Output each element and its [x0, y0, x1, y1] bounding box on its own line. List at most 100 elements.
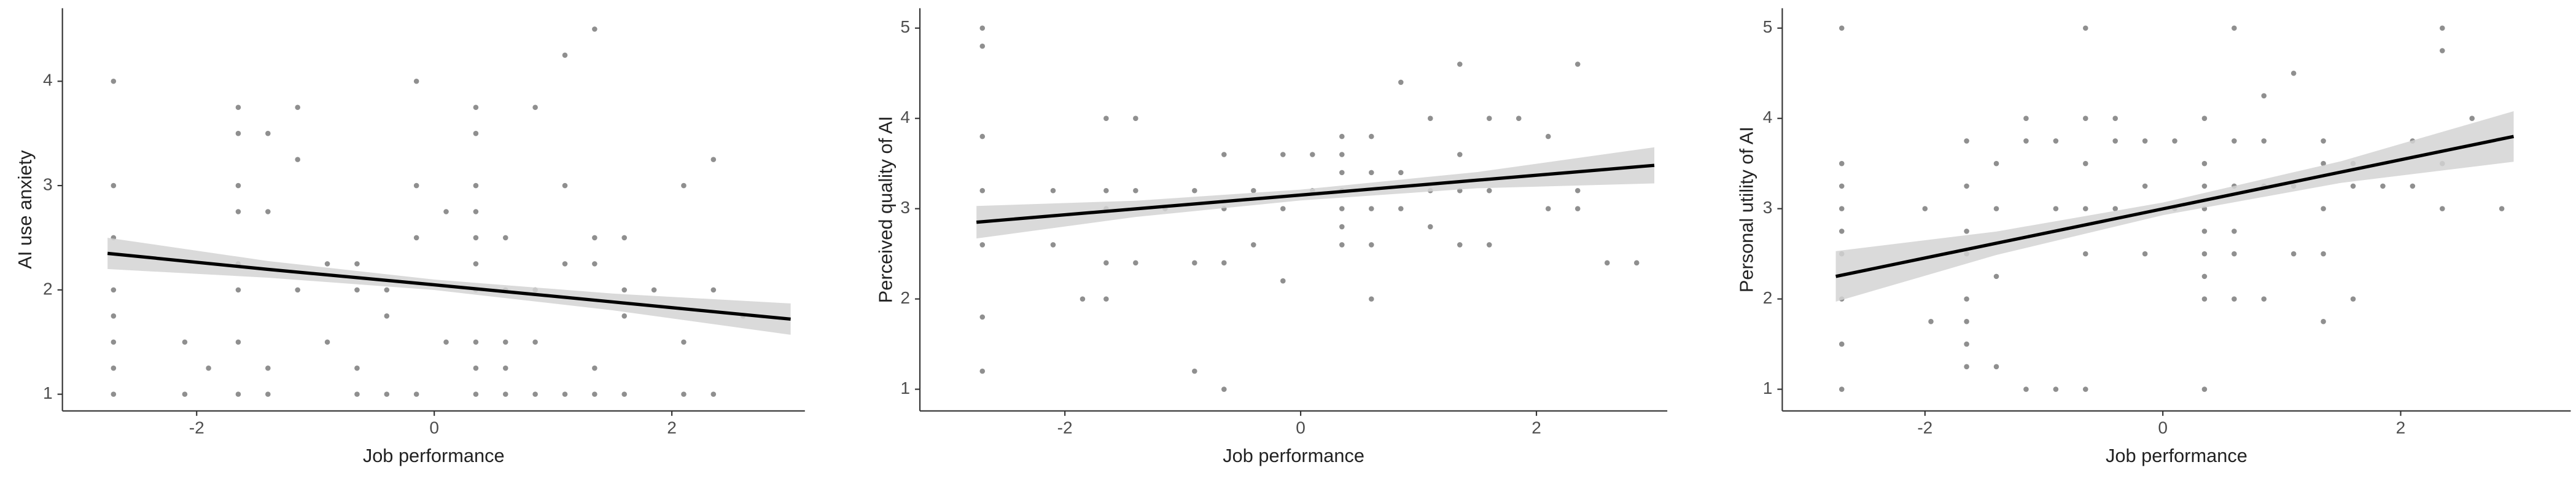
data-point: [1964, 319, 1969, 324]
data-point: [354, 287, 360, 293]
data-point: [413, 391, 419, 397]
data-point: [2142, 251, 2148, 257]
x-tick-label: 0: [429, 418, 439, 437]
data-point: [2439, 48, 2445, 53]
data-point: [502, 339, 508, 345]
data-point: [2023, 138, 2029, 144]
data-point: [235, 391, 241, 397]
regression-line: [107, 251, 791, 321]
data-point: [235, 130, 241, 136]
data-point: [2201, 273, 2208, 280]
data-point: [1221, 386, 1227, 392]
data-point: [1545, 133, 1551, 139]
data-point: [1339, 170, 1345, 176]
data-point: [592, 261, 597, 267]
data-point: [621, 313, 627, 319]
data-point: [2321, 251, 2326, 257]
data-point: [710, 287, 717, 293]
data-point: [182, 391, 188, 397]
data-point: [1221, 260, 1227, 266]
data-point: [621, 287, 627, 293]
x-axis-title: Job performance: [363, 445, 505, 466]
data-point: [1369, 242, 1374, 248]
y-tick-label: 4: [1763, 108, 1773, 127]
data-point: [2232, 251, 2237, 257]
data-point: [295, 104, 300, 111]
data-point: [562, 52, 568, 58]
data-point: [979, 43, 986, 49]
x-tick-label: -2: [1057, 418, 1073, 437]
data-point: [1428, 116, 1433, 121]
data-point: [1964, 364, 1969, 370]
data-point: [1192, 368, 1197, 374]
y-tick-label: 4: [43, 71, 53, 90]
data-point: [111, 391, 117, 397]
data-point: [1339, 206, 1345, 211]
data-point: [2172, 138, 2177, 144]
y-tick-label: 1: [1763, 378, 1773, 398]
data-point: [979, 314, 986, 320]
data-point: [1486, 187, 1492, 194]
data-point: [2201, 183, 2208, 189]
data-point: [562, 182, 568, 189]
data-point: [1192, 187, 1197, 194]
data-point: [1545, 206, 1551, 211]
data-point: [206, 365, 211, 371]
data-point: [1103, 260, 1109, 266]
data-point: [1369, 296, 1374, 302]
data-point: [111, 339, 117, 345]
data-point: [1339, 152, 1345, 157]
data-point: [1839, 25, 1845, 31]
y-tick-label: 1: [900, 378, 910, 398]
data-point: [2112, 206, 2118, 211]
data-point: [502, 365, 508, 371]
data-point: [1839, 206, 1845, 211]
data-point: [592, 391, 597, 397]
data-point: [2232, 138, 2237, 144]
data-point: [1604, 260, 1610, 266]
data-point: [265, 365, 271, 371]
data-point: [1398, 170, 1404, 176]
regression-line: [976, 163, 1655, 224]
y-tick-label: 3: [900, 198, 910, 217]
data-point: [2499, 206, 2505, 211]
y-tick-label: 1: [43, 383, 53, 402]
data-point: [1428, 224, 1433, 230]
data-point: [473, 365, 479, 371]
data-point: [111, 313, 117, 319]
data-point: [1310, 152, 1315, 157]
y-tick-label: 2: [900, 288, 910, 307]
data-point: [2290, 251, 2297, 257]
data-point: [979, 25, 986, 31]
data-point: [2082, 25, 2088, 31]
data-point: [473, 182, 479, 189]
data-point: [265, 209, 271, 214]
data-point: [2290, 70, 2297, 76]
data-point: [1928, 319, 1934, 324]
data-point: [2410, 183, 2416, 189]
data-point: [1369, 170, 1374, 176]
x-tick-label: 2: [1531, 418, 1541, 437]
data-point: [473, 339, 479, 345]
data-point: [295, 287, 300, 293]
data-point: [265, 391, 271, 397]
data-point: [1398, 79, 1404, 85]
data-point: [2321, 206, 2326, 211]
data-point: [1486, 242, 1492, 248]
data-point: [413, 182, 419, 189]
data-point: [1993, 364, 1999, 370]
data-point: [1050, 242, 1056, 248]
data-point: [532, 104, 538, 111]
data-point: [979, 242, 986, 248]
data-point: [324, 339, 330, 345]
data-point: [2082, 160, 2088, 167]
data-point: [2439, 206, 2445, 211]
data-point: [2082, 251, 2088, 257]
data-point: [1457, 61, 1463, 67]
data-point: [2112, 138, 2118, 144]
data-point: [2232, 229, 2237, 234]
data-point: [502, 235, 508, 241]
data-point: [2232, 25, 2237, 31]
data-point: [235, 209, 241, 214]
